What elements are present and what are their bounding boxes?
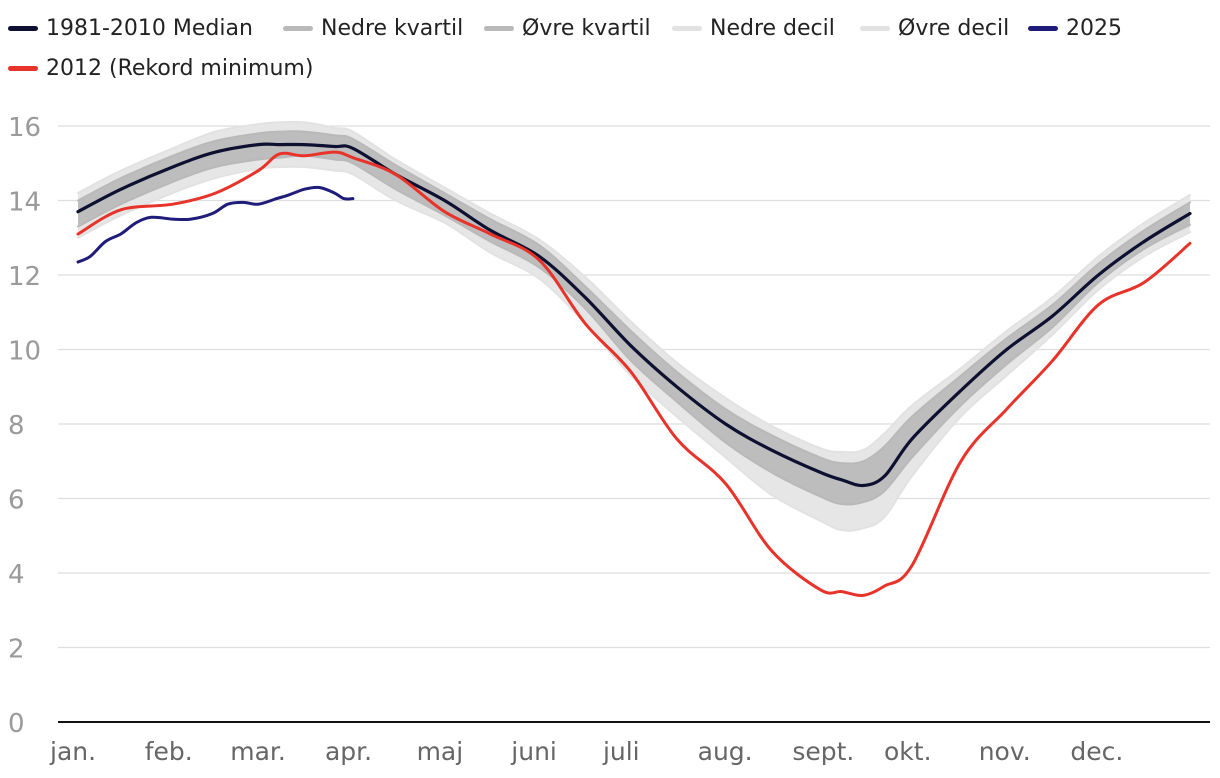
legend-label-y2012: 2012 (Rekord minimum) — [46, 55, 314, 81]
legend-swatch-upper_decile — [860, 25, 890, 31]
legend-label-upper_quartile: Øvre kvartil — [522, 15, 651, 41]
y-tick-label: 0 — [8, 709, 25, 739]
y-tick-label: 16 — [8, 113, 41, 143]
x-tick-label: sept. — [792, 737, 854, 766]
legend-item-median: 1981-2010 Median — [8, 10, 253, 46]
x-tick-label: okt. — [884, 737, 932, 766]
legend-swatch-y2025 — [1028, 25, 1058, 31]
series-line-median — [76, 142, 1192, 488]
legend-swatch-lower_decile — [672, 25, 702, 31]
legend-item-upper_decile: Øvre decil — [860, 10, 1009, 46]
y-tick-label: 6 — [8, 486, 25, 516]
series-lines — [76, 120, 1192, 598]
x-tick-label: nov. — [979, 737, 1031, 766]
series-line-lower_decile — [77, 165, 1191, 532]
y-tick-label: 10 — [8, 337, 41, 367]
legend-swatch-median — [8, 25, 38, 31]
x-axis: jan. feb. mar. apr. maj juni juli aug. sept. okt.… — [49, 721, 1210, 766]
legend-label-y2025: 2025 — [1066, 15, 1122, 41]
legend-item-upper_quartile: Øvre kvartil — [484, 10, 651, 46]
legend-label-upper_decile: Øvre decil — [898, 15, 1010, 41]
x-tick-label: apr. — [325, 737, 372, 766]
legend-swatch-lower_quartile — [283, 25, 313, 31]
legend-label-median: 1981-2010 Median — [46, 15, 253, 41]
legend-label-lower_decile: Nedre decil — [710, 15, 835, 41]
legend-item-lower_quartile: Nedre kvartil — [283, 10, 463, 46]
x-tick-label: juli — [602, 737, 640, 766]
y-tick-label: 12 — [8, 262, 41, 292]
series-line-upper_decile — [77, 120, 1191, 454]
x-tick-label: feb. — [145, 737, 193, 766]
bands — [78, 121, 1190, 531]
x-tick-label: aug. — [698, 737, 753, 766]
legend-swatch-upper_quartile — [484, 25, 514, 31]
series-line-y2012 — [76, 150, 1192, 598]
x-tick-label: maj — [417, 737, 464, 766]
legend-item-y2025: 2025 — [1028, 10, 1122, 46]
y-tick-label: 2 — [8, 635, 25, 665]
legend-item-lower_decile: Nedre decil — [672, 10, 835, 46]
x-tick-label: mar. — [230, 737, 286, 766]
series-line-upper_quartile — [77, 130, 1191, 465]
legend-item-y2012: 2012 (Rekord minimum) — [8, 50, 313, 86]
legend-label-lower_quartile: Nedre kvartil — [321, 15, 464, 41]
y-tick-label: 14 — [8, 188, 41, 218]
x-tick-label: jan. — [49, 737, 96, 766]
series-line-y2025 — [76, 185, 355, 264]
y-axis-ticks: 0 2 4 6 8 10 12 14 16 — [8, 113, 41, 739]
legend-swatch-y2012 — [8, 65, 38, 71]
y-tick-label: 8 — [8, 411, 25, 441]
x-tick-label: dec. — [1070, 737, 1123, 766]
quartile-band — [78, 131, 1190, 505]
x-tick-label: juni — [510, 737, 557, 766]
y-tick-label: 4 — [8, 560, 25, 590]
